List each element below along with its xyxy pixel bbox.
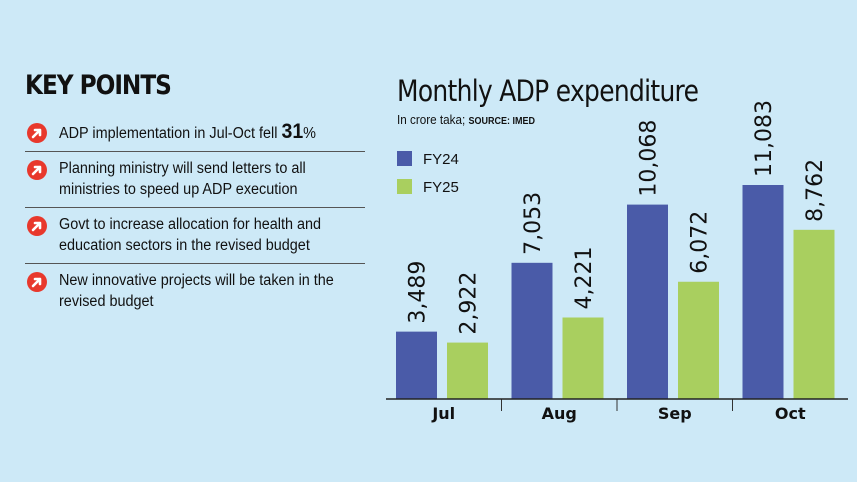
bar-fy24-sep [627,204,668,399]
x-tick-label: Sep [658,404,692,423]
bar-fy25-jul [447,342,488,399]
legend-label-fy24: FY24 [423,151,459,168]
key-point-text: ADP implementation in Jul-Oct fell 31% [59,120,317,143]
key-points-title: KEY POINTS [25,70,172,101]
key-point-text: Planning ministry will send letters to a… [59,160,306,198]
key-point-text: Govt to increase allocation for health a… [59,216,322,254]
bar-fy25-oct [793,229,835,399]
red-circle-arrow-icon [27,216,47,236]
bar-fy25-sep [678,281,719,399]
legend-swatch-fy24 [397,151,412,166]
red-circle-arrow-icon [27,123,47,143]
x-tick-label: Aug [542,404,577,423]
legend-swatch-fy25 [397,179,412,194]
key-point-item: ADP implementation in Jul-Oct fell 31% [25,115,365,151]
bar-value-label: 7,053 [521,192,546,255]
bar-value-label: 11,083 [752,100,777,177]
bar-value-label: 2,922 [457,272,482,335]
bar-fy25-aug [562,317,604,399]
key-point-item: Govt to increase allocation for health a… [25,207,365,263]
key-point-item: Planning ministry will send letters to a… [25,151,365,207]
x-tick-label: Oct [775,404,806,423]
bar-value-label: 10,068 [637,120,662,197]
red-circle-arrow-icon [27,160,47,180]
bar-value-label: 8,762 [803,159,828,222]
key-point-text: New innovative projects will be taken in… [59,272,334,310]
x-tick-label: Jul [431,404,455,423]
bar-value-label: 3,489 [406,261,431,324]
chart-source: SOURCE: IMED [468,116,536,127]
red-circle-arrow-icon [27,272,47,292]
bar-fy24-jul [396,331,437,399]
bar-fy24-oct [742,185,784,399]
chart-title: Monthly ADP expenditure [397,74,699,108]
bar-value-label: 6,072 [688,211,713,274]
legend-label-fy25: FY25 [423,179,459,196]
chart-subtitle: In crore taka; SOURCE: IMED [397,112,535,127]
bar-fy24-aug [511,262,553,399]
bar-value-label: 4,221 [572,247,597,310]
chart-unit-label: In crore taka; [397,112,469,127]
key-points-panel: KEY POINTS ADP implementation in Jul-Oct… [25,70,365,319]
key-point-item: New innovative projects will be taken in… [25,263,365,319]
